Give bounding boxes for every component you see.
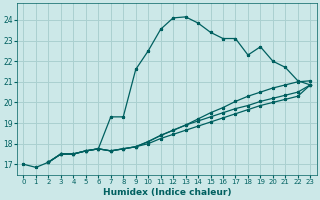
X-axis label: Humidex (Indice chaleur): Humidex (Indice chaleur) bbox=[103, 188, 231, 197]
